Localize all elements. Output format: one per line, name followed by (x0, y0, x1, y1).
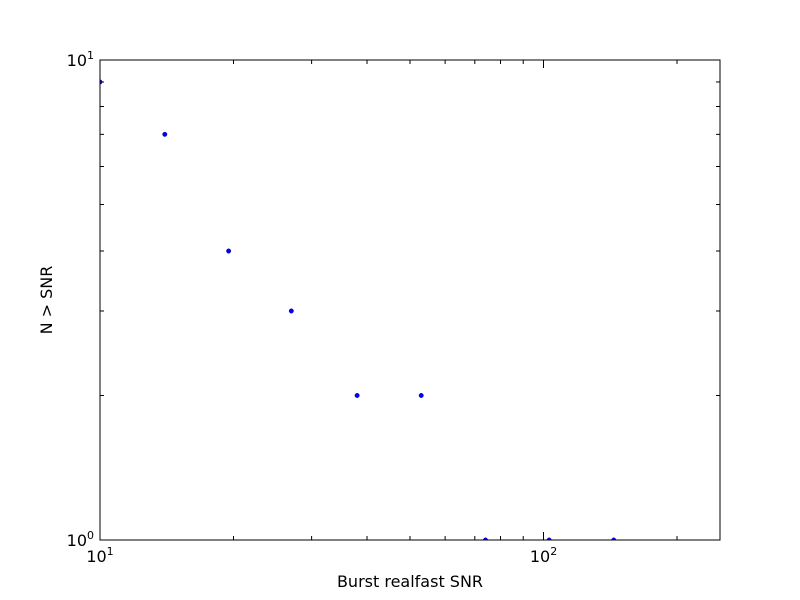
data-point (418, 393, 424, 398)
data-point (226, 248, 232, 254)
data-point (354, 393, 360, 398)
minor-ticks (100, 60, 720, 540)
data-point (288, 308, 294, 314)
plot-area (100, 60, 720, 540)
y-axis-label: N > SNR (37, 266, 56, 335)
data-point (162, 131, 168, 137)
x-axis-label: Burst realfast SNR (337, 572, 483, 591)
plot-frame (99, 59, 721, 541)
